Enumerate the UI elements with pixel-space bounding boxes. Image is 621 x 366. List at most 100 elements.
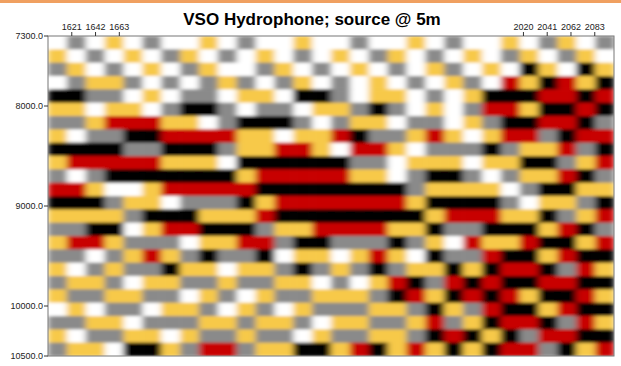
cell [293,236,312,250]
cell [520,116,539,130]
cell [444,116,463,130]
cell [161,236,180,250]
cell [350,343,369,356]
cell [218,249,237,263]
cell [444,209,463,223]
x-tick-label: 1663 [109,22,129,32]
cell [293,249,312,263]
cell [67,223,86,237]
cell [576,49,595,63]
cell [557,249,576,263]
cell [406,343,425,356]
cell [274,236,293,250]
cell [161,289,180,303]
cell [425,169,444,183]
cell [105,236,124,250]
cell [425,183,444,197]
cell [123,156,142,170]
cell [501,169,520,183]
cell [86,236,105,250]
cell [388,116,407,130]
cell [406,76,425,90]
cell [256,209,275,223]
cell [67,103,86,117]
cell [293,169,312,183]
x-tick-label: 1621 [62,22,82,32]
cell [180,76,199,90]
cell [557,236,576,250]
cell [576,63,595,77]
cell [256,343,275,356]
cell [218,76,237,90]
cell [520,63,539,77]
cell [388,196,407,210]
cell [123,63,142,77]
cell [274,196,293,210]
cell [67,76,86,90]
cell [350,289,369,303]
cell [444,329,463,343]
cell [256,76,275,90]
cell [539,143,558,157]
cell [312,63,331,77]
cell [161,343,180,356]
cell [482,343,501,356]
cell [463,36,482,50]
cell [237,263,256,277]
cell [539,76,558,90]
cell [501,329,520,343]
cell [312,223,331,237]
cell [501,263,520,277]
cell [501,156,520,170]
cell [274,76,293,90]
cell [463,63,482,77]
cell [199,169,218,183]
cell [218,116,237,130]
cell [142,63,161,77]
cell [218,223,237,237]
cell [350,143,369,157]
cell [86,129,105,143]
cell [331,196,350,210]
cell [482,156,501,170]
cell [520,276,539,290]
cell [350,156,369,170]
cell [86,156,105,170]
cell [444,236,463,250]
cell [293,116,312,130]
cell [274,36,293,50]
cell [218,343,237,356]
cell [67,156,86,170]
cell [293,316,312,330]
cell [539,236,558,250]
cell [331,329,350,343]
plot-background [48,36,614,356]
cell [218,209,237,223]
cell [482,303,501,317]
cell [388,249,407,263]
cell [199,89,218,103]
cell [293,89,312,103]
cell [501,249,520,263]
cell [595,303,614,317]
cell [406,103,425,117]
cell [444,196,463,210]
cell [199,196,218,210]
cell [237,89,256,103]
cell [539,329,558,343]
cell [425,329,444,343]
top-rule [0,0,621,3]
cell [369,116,388,130]
cell [369,236,388,250]
cell [350,209,369,223]
cell [425,63,444,77]
cell [539,209,558,223]
cell [142,329,161,343]
cell [425,129,444,143]
cell [67,116,86,130]
cell [520,49,539,63]
cell [444,63,463,77]
cell [256,183,275,197]
cell [274,303,293,317]
cell [520,343,539,356]
